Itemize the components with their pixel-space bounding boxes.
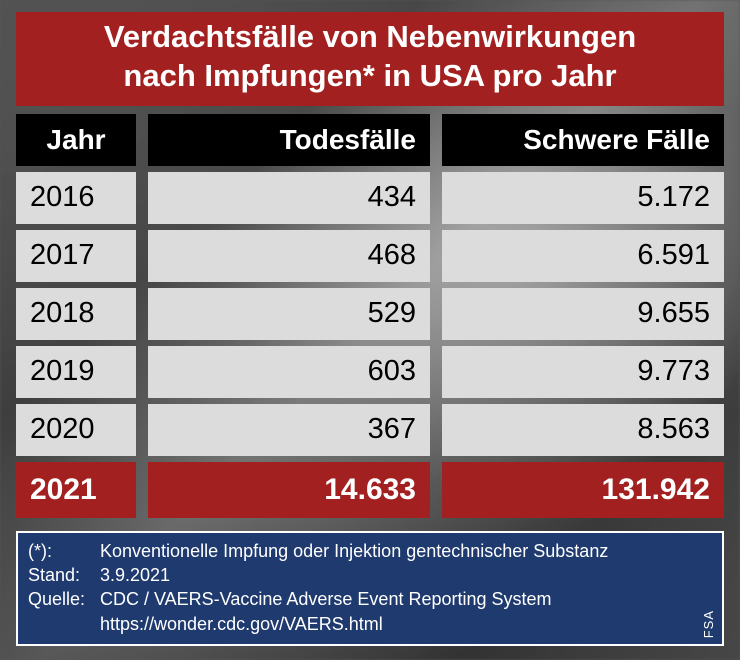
table-row-highlight: 202114.633131.942 [16, 462, 724, 518]
cell-severe: 5.172 [442, 172, 724, 224]
col-header-year: Jahr [16, 114, 136, 166]
cell-severe: 9.655 [442, 288, 724, 340]
cell-deaths: 14.633 [148, 462, 430, 518]
footer-box: (*):Konventionelle Impfung oder Injektio… [16, 531, 724, 646]
col-header-severe: Schwere Fälle [442, 114, 724, 166]
title-line-2: nach Impfungen* in USA pro Jahr [24, 57, 716, 96]
cell-severe: 131.942 [442, 462, 724, 518]
footer-key: Quelle: [28, 587, 100, 611]
cell-severe: 6.591 [442, 230, 724, 282]
footer-value: CDC / VAERS-Vaccine Adverse Event Report… [100, 587, 712, 611]
footer-value: 3.9.2021 [100, 563, 712, 587]
cell-year: 2019 [16, 346, 136, 398]
footer-key: Stand: [28, 563, 100, 587]
table-row: 20203678.563 [16, 404, 724, 456]
cell-severe: 9.773 [442, 346, 724, 398]
table-row: 20196039.773 [16, 346, 724, 398]
cell-year: 2017 [16, 230, 136, 282]
table-row: 20164345.172 [16, 172, 724, 224]
cell-deaths: 529 [148, 288, 430, 340]
title-line-1: Verdachtsfälle von Nebenwirkungen [24, 18, 716, 57]
title-bar: Verdachtsfälle von Nebenwirkungen nach I… [16, 12, 724, 106]
footer-line: (*):Konventionelle Impfung oder Injektio… [28, 539, 712, 563]
cell-year: 2021 [16, 462, 136, 518]
footer-line: Stand:3.9.2021 [28, 563, 712, 587]
cell-deaths: 434 [148, 172, 430, 224]
footer-key: (*): [28, 539, 100, 563]
cell-deaths: 367 [148, 404, 430, 456]
cell-deaths: 603 [148, 346, 430, 398]
table-row: 20174686.591 [16, 230, 724, 282]
data-table: Jahr Todesfälle Schwere Fälle 20164345.1… [16, 114, 724, 521]
cell-severe: 8.563 [442, 404, 724, 456]
table-row: 20185299.655 [16, 288, 724, 340]
cell-deaths: 468 [148, 230, 430, 282]
footer-value: https://wonder.cdc.gov/VAERS.html [28, 612, 712, 636]
col-header-deaths: Todesfälle [148, 114, 430, 166]
watermark: FSA [701, 610, 716, 638]
table-header-row: Jahr Todesfälle Schwere Fälle [16, 114, 724, 166]
footer-line: https://wonder.cdc.gov/VAERS.html [28, 612, 712, 636]
footer-value: Konventionelle Impfung oder Injektion ge… [100, 539, 712, 563]
cell-year: 2018 [16, 288, 136, 340]
cell-year: 2020 [16, 404, 136, 456]
footer-line: Quelle:CDC / VAERS-Vaccine Adverse Event… [28, 587, 712, 611]
cell-year: 2016 [16, 172, 136, 224]
content-wrap: Verdachtsfälle von Nebenwirkungen nach I… [0, 0, 740, 660]
